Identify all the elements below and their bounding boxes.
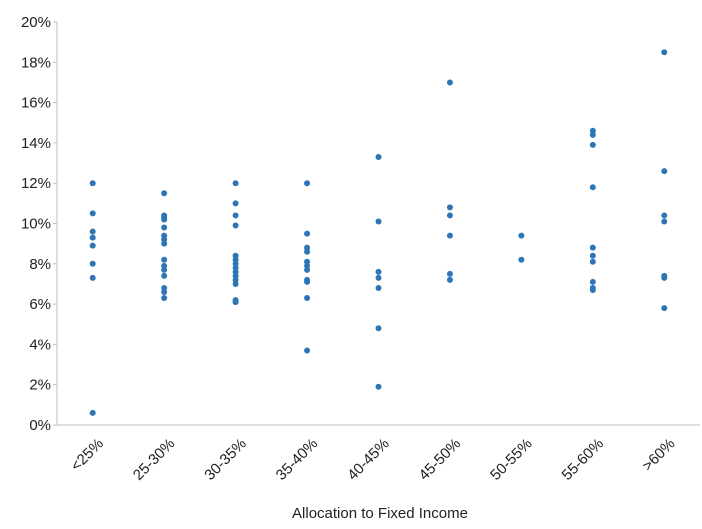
dot: [589, 286, 596, 293]
dot: [161, 289, 168, 296]
x-tick-label: 25-30%: [130, 435, 179, 484]
x-tick-label: 30-35%: [201, 435, 250, 484]
dot: [161, 224, 168, 231]
dot: [375, 154, 382, 161]
dot: [161, 272, 168, 279]
dot: [446, 212, 453, 219]
dot: [589, 184, 596, 191]
dot: [304, 295, 311, 302]
dot: [89, 228, 96, 235]
dot: [89, 242, 96, 249]
dot: [375, 274, 382, 281]
x-tick-label: <25%: [68, 435, 107, 474]
y-tick-label: 4%: [29, 336, 51, 353]
dot: [304, 266, 311, 273]
x-tick-label: 55-60%: [559, 435, 608, 484]
dot: [232, 180, 239, 187]
x-tick-label: 35-40%: [273, 435, 322, 484]
dot: [518, 232, 525, 239]
dot: [661, 168, 668, 175]
dot: [232, 200, 239, 207]
dot: [89, 274, 96, 281]
dot: [232, 299, 239, 306]
dot: [161, 295, 168, 302]
dot: [89, 234, 96, 241]
dot: [375, 383, 382, 390]
dot: [161, 266, 168, 273]
dot: [89, 260, 96, 267]
y-tick-label: 18%: [21, 54, 51, 71]
y-tick-label: 6%: [29, 296, 51, 313]
dot: [589, 252, 596, 259]
dot: [161, 216, 168, 223]
y-tick-label: 16%: [21, 95, 51, 112]
x-tick-label: 40-45%: [344, 435, 393, 484]
dot: [589, 278, 596, 285]
x-tick-label: 45-50%: [416, 435, 465, 484]
dot: [518, 256, 525, 263]
dot: [375, 268, 382, 275]
y-tick-label: 2%: [29, 377, 51, 394]
y-tick-label: 20%: [21, 14, 51, 31]
dot: [446, 276, 453, 283]
dot: [589, 141, 596, 148]
dot: [304, 180, 311, 187]
dot: [375, 284, 382, 291]
dot: [589, 131, 596, 138]
dot: [446, 204, 453, 211]
dot: [161, 240, 168, 247]
dot: [446, 79, 453, 86]
dot: [304, 347, 311, 354]
dot: [89, 409, 96, 416]
dot: [89, 210, 96, 217]
dot: [232, 280, 239, 287]
y-tick-label: 10%: [21, 216, 51, 233]
y-tick-label: 14%: [21, 135, 51, 152]
x-tick-label: >60%: [639, 435, 678, 474]
dot: [661, 305, 668, 312]
x-tick-label: 50-55%: [487, 435, 536, 484]
dot: [304, 230, 311, 237]
y-tick-label: 8%: [29, 256, 51, 273]
dot: [661, 49, 668, 56]
dot: [661, 212, 668, 219]
dot: [446, 270, 453, 277]
dot: [661, 274, 668, 281]
x-axis-title: Allocation to Fixed Income: [292, 505, 468, 522]
y-tick-label: 12%: [21, 175, 51, 192]
dot: [375, 325, 382, 332]
dot: [232, 212, 239, 219]
dot: [304, 278, 311, 285]
y-tick-label: 0%: [29, 417, 51, 434]
dot: [589, 258, 596, 265]
dot: [161, 190, 168, 197]
dot: [161, 256, 168, 263]
dot: [661, 218, 668, 225]
dot: [304, 248, 311, 255]
dot: [589, 244, 596, 251]
dot: [89, 180, 96, 187]
dot: [446, 232, 453, 239]
dot: [232, 222, 239, 229]
dot: [375, 218, 382, 225]
